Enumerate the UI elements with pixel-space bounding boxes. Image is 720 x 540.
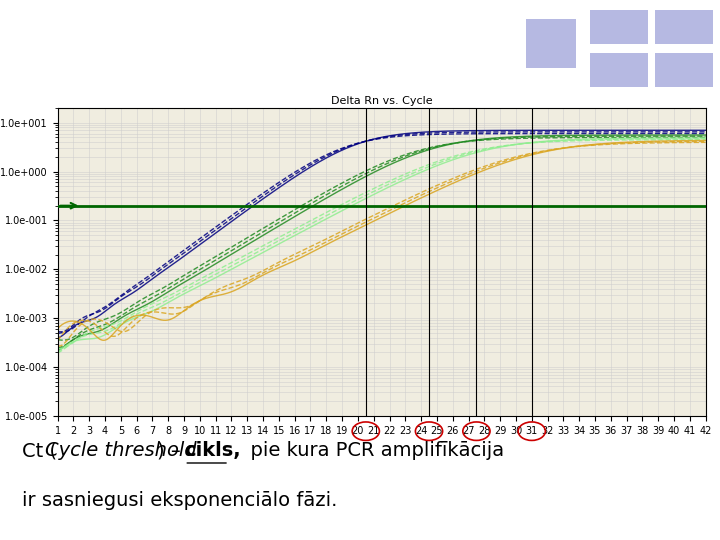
Title: Delta Rn vs. Cycle: Delta Rn vs. Cycle [330,96,433,106]
Text: qPCR dati: qPCR dati [238,27,482,70]
Text: Ct (: Ct ( [22,441,57,460]
FancyBboxPatch shape [526,19,576,68]
Text: ir sasniegusi eksponenciālo fāzi.: ir sasniegusi eksponenciālo fāzi. [22,491,337,510]
FancyBboxPatch shape [590,10,648,44]
Text: cikls,: cikls, [184,441,241,460]
Text: Cycle threshold: Cycle threshold [45,441,197,460]
Text: pie kura PCR amplifīkācija: pie kura PCR amplifīkācija [238,441,505,460]
Text: ) –: ) – [157,441,181,460]
FancyBboxPatch shape [655,10,713,44]
FancyBboxPatch shape [590,53,648,87]
FancyBboxPatch shape [655,53,713,87]
